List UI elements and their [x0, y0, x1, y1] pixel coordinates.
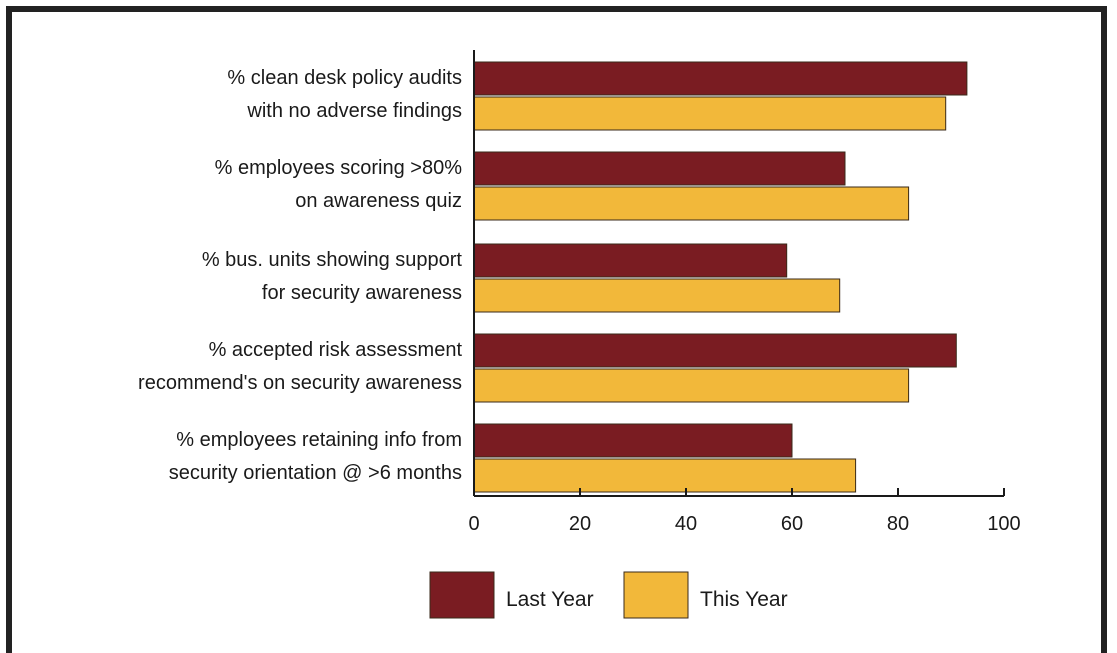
x-tick-label: 100 — [987, 513, 1020, 535]
category-label: % bus. units showing support — [202, 249, 463, 271]
legend-swatch-this-year — [623, 571, 689, 619]
bar-this-year-5 — [473, 458, 857, 493]
category-label: for security awareness — [262, 282, 462, 304]
x-tick-label: 20 — [569, 513, 591, 535]
bar-last-year-3 — [473, 243, 788, 278]
bar-last-year-2 — [473, 151, 846, 186]
x-tick-label: 60 — [781, 513, 803, 535]
category-label: security orientation @ >6 months — [169, 462, 462, 484]
bar-this-year-3 — [473, 278, 841, 313]
category-label: % employees retaining info from — [176, 429, 462, 451]
category-label: % employees scoring >80% — [215, 157, 463, 179]
legend-label-this-year: This Year — [700, 588, 788, 611]
category-label: recommend's on security awareness — [138, 372, 462, 394]
bar-last-year-4 — [473, 333, 957, 368]
bar-last-year-5 — [473, 423, 793, 458]
bar-this-year-1 — [473, 96, 947, 131]
bar-this-year-2 — [473, 186, 910, 221]
category-label: on awareness quiz — [295, 190, 462, 212]
legend-swatch-last-year — [429, 571, 495, 619]
bar-last-year-1 — [473, 61, 968, 96]
legend: Last Year This Year — [429, 571, 788, 619]
x-tick-label: 0 — [468, 513, 479, 535]
category-labels: % clean desk policy audits with no advers… — [138, 67, 462, 484]
x-tick-label: 80 — [887, 513, 909, 535]
bar-this-year-4 — [473, 368, 910, 403]
category-label: with no adverse findings — [246, 100, 462, 122]
category-label: % clean desk policy audits — [227, 67, 462, 89]
x-tick-label: 40 — [675, 513, 697, 535]
legend-label-last-year: Last Year — [506, 588, 594, 611]
bars-layer — [473, 61, 968, 493]
x-axis: 0 20 40 60 80 100 — [468, 50, 1021, 535]
category-label: % accepted risk assessment — [209, 339, 463, 361]
